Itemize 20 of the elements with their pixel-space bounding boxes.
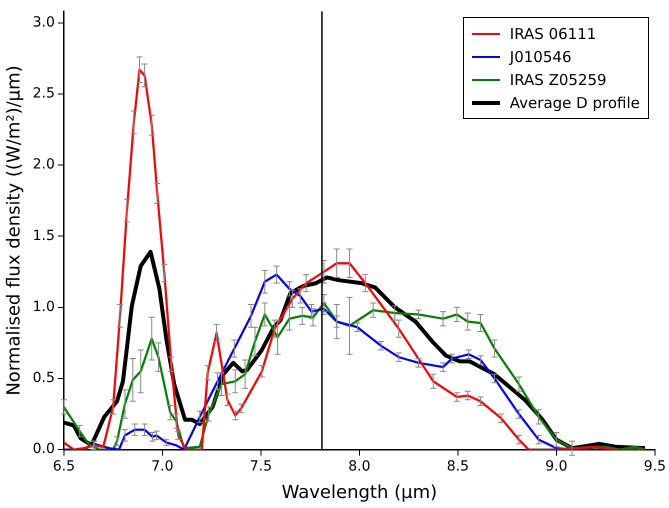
legend-label: J010546: [510, 48, 572, 66]
y-axis-title: Normalised flux density ((W/m²)/μm): [3, 65, 24, 396]
legend-label: IRAS 06111: [510, 24, 596, 43]
legend-label: Average D profile: [510, 94, 640, 112]
x-tick-label: 9.5: [644, 458, 666, 475]
x-tick-label: 7.5: [250, 458, 272, 475]
y-tick-label: 1.5: [32, 228, 55, 244]
y-tick-label: 2.5: [32, 86, 55, 102]
x-tick-label: 7.0: [151, 458, 174, 475]
y-tick-label: 1.0: [32, 298, 55, 315]
x-tick-label: 8.0: [348, 458, 370, 475]
legend-label: IRAS Z05259: [510, 70, 607, 89]
y-tick-label: 3.0: [32, 14, 55, 30]
x-tick-label: 6.5: [52, 458, 75, 475]
x-axis-title: Wavelength (μm): [282, 482, 438, 503]
x-tick-label: 8.5: [446, 458, 469, 475]
x-tick-label: 9.0: [545, 458, 568, 475]
y-tick-label: 2.0: [32, 156, 55, 173]
y-tick-label: 0.0: [32, 441, 55, 458]
y-tick-label: 0.5: [32, 370, 55, 386]
